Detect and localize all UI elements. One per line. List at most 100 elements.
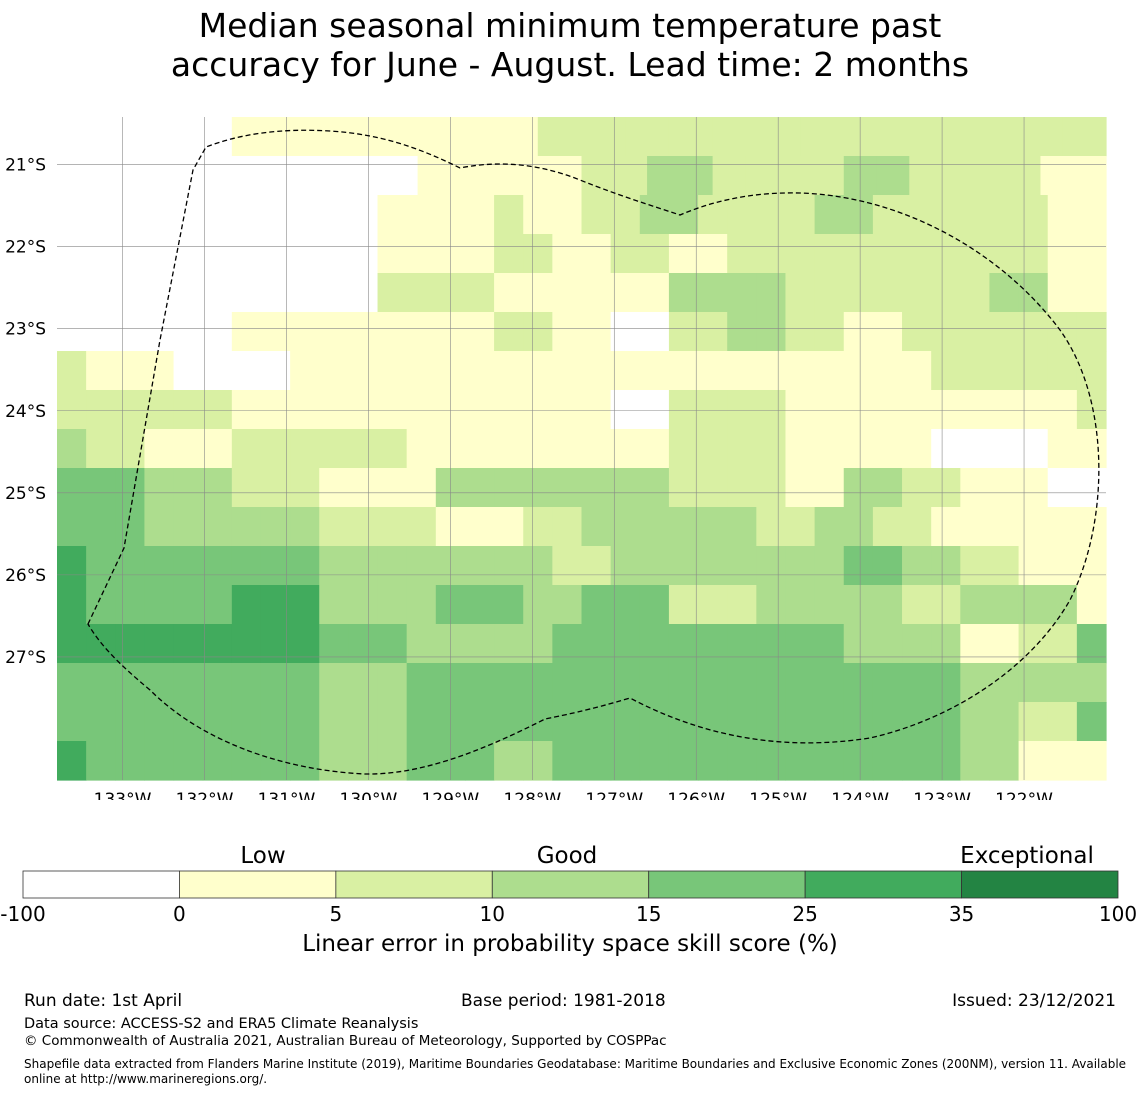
grid-cell — [800, 117, 845, 157]
grid-cell — [872, 468, 903, 508]
grid-cell — [989, 390, 1020, 430]
grid-cell — [1076, 468, 1107, 508]
grid-cell — [548, 156, 583, 196]
grid-cell — [1018, 234, 1049, 274]
grid-cell — [144, 195, 175, 235]
latitude-label: 25°S — [5, 484, 46, 504]
grid-cell — [814, 702, 845, 742]
grid-cell — [698, 585, 728, 625]
grid-cell — [173, 234, 204, 274]
longitude-label: 125°W — [749, 790, 807, 800]
grid-cell — [319, 663, 349, 703]
grid-cell — [756, 624, 787, 664]
grid-cell — [57, 351, 87, 391]
grid-cell — [785, 468, 816, 508]
grid-cell — [173, 585, 204, 625]
grid-cell — [1018, 741, 1049, 781]
grid-cell — [1047, 351, 1078, 391]
grid-cell — [86, 468, 116, 508]
grid-cell — [57, 234, 87, 274]
grid-cell — [698, 312, 728, 352]
grid-cell — [144, 741, 175, 781]
grid-cell — [523, 624, 553, 664]
grid-cell — [435, 702, 466, 742]
grid-cell — [960, 663, 991, 703]
grid-cell — [86, 273, 116, 313]
grid-cell — [785, 624, 816, 664]
grid-cell — [960, 546, 991, 586]
grid-cell — [86, 390, 116, 430]
grid-cell — [202, 312, 233, 352]
grid-cell — [1047, 195, 1078, 235]
grid-cell — [173, 429, 204, 469]
grid-cell — [843, 585, 874, 625]
grid-cell — [319, 546, 349, 586]
grid-cell — [1047, 273, 1078, 313]
grid-cell — [647, 156, 681, 196]
grid-cell — [756, 273, 787, 313]
grid-cell — [843, 234, 874, 274]
grid-cell — [942, 156, 976, 196]
grid-cell — [435, 663, 466, 703]
grid-cell — [115, 741, 146, 781]
grid-cell — [57, 585, 87, 625]
grid-cell — [1076, 702, 1107, 742]
grid-cell — [290, 195, 320, 235]
grid-cell — [260, 429, 291, 469]
grid-cell — [57, 156, 91, 196]
grid-cell — [668, 351, 699, 391]
grid-cell — [872, 234, 903, 274]
grid-cell — [483, 156, 517, 196]
grid-cell — [202, 624, 233, 664]
grid-cell — [785, 234, 816, 274]
grid-cell — [727, 390, 757, 430]
grid-cell — [1062, 117, 1107, 157]
grid-cell — [464, 429, 495, 469]
grid-cell — [377, 663, 408, 703]
grid-cell — [785, 429, 816, 469]
grid-cell — [202, 702, 233, 742]
grid-cell — [494, 702, 524, 742]
longitude-label: 123°W — [913, 790, 971, 800]
grid-cell — [231, 234, 262, 274]
grid-cell — [57, 624, 87, 664]
grid-cell — [756, 429, 787, 469]
grid-cell — [931, 585, 961, 625]
longitude-label: 130°W — [340, 790, 398, 800]
grid-cell — [581, 195, 612, 235]
grid-cell — [290, 546, 320, 586]
grid-cell — [231, 195, 262, 235]
colorbar-tick-label: 15 — [635, 902, 662, 926]
grid-cell — [377, 468, 408, 508]
grid-cell — [814, 624, 845, 664]
grid-cell — [1047, 312, 1078, 352]
grid-cell — [188, 117, 233, 157]
grid-cell — [494, 546, 524, 586]
grid-cell — [57, 117, 102, 157]
grid-cell — [887, 117, 932, 157]
grid-cell — [610, 312, 641, 352]
grid-cell — [902, 351, 932, 391]
grid-cell — [843, 702, 874, 742]
grid-cell — [668, 546, 699, 586]
issued-date: Issued: 23/12/2021 — [952, 991, 1116, 1011]
grid-cell — [494, 663, 524, 703]
grid-cell — [494, 234, 524, 274]
grid-cell — [698, 234, 728, 274]
grid-cell — [581, 273, 612, 313]
grid-cell — [872, 702, 903, 742]
grid-cell — [581, 429, 612, 469]
grid-cell — [348, 351, 379, 391]
grid-cell — [260, 351, 291, 391]
grid-cell — [464, 663, 495, 703]
grid-cell — [974, 117, 1020, 157]
grid-cell — [435, 546, 466, 586]
grid-cell — [931, 741, 961, 781]
grid-cell — [668, 429, 699, 469]
grid-cell — [698, 624, 728, 664]
grid-cell — [319, 468, 349, 508]
grid-cell — [639, 585, 670, 625]
grid-cell — [348, 195, 379, 235]
grid-cell — [435, 741, 466, 781]
grid-cell — [86, 702, 116, 742]
